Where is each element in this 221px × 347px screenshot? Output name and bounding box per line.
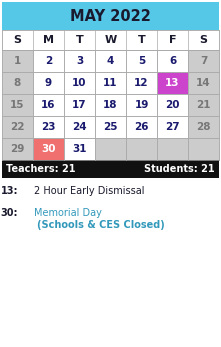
Text: 24: 24: [72, 122, 87, 132]
Bar: [64, 116, 95, 138]
Bar: [2, 116, 33, 138]
Text: W: W: [104, 35, 117, 45]
Bar: [188, 138, 219, 160]
Bar: [95, 94, 126, 116]
Text: F: F: [169, 35, 176, 45]
Bar: [95, 50, 126, 72]
Text: Teachers: 21: Teachers: 21: [6, 164, 76, 174]
Bar: [33, 50, 64, 72]
Text: 22: 22: [10, 122, 25, 132]
Text: 15: 15: [10, 100, 25, 110]
Bar: [64, 138, 95, 160]
Text: 28: 28: [196, 122, 211, 132]
Text: 2 Hour Early Dismissal: 2 Hour Early Dismissal: [34, 186, 145, 196]
Text: Memorial Day: Memorial Day: [34, 208, 102, 218]
Text: 23: 23: [41, 122, 56, 132]
Text: 7: 7: [200, 56, 207, 66]
Text: 29: 29: [10, 144, 25, 154]
Bar: [188, 72, 219, 94]
Bar: [33, 116, 64, 138]
Text: 27: 27: [165, 122, 180, 132]
Text: 12: 12: [134, 78, 149, 88]
Text: 13:: 13:: [0, 186, 18, 196]
Bar: [188, 50, 219, 72]
Bar: [64, 50, 95, 72]
Text: 16: 16: [41, 100, 56, 110]
Text: 4: 4: [107, 56, 114, 66]
Text: 6: 6: [169, 56, 176, 66]
Bar: [188, 94, 219, 116]
Bar: [126, 138, 157, 160]
Text: 17: 17: [72, 100, 87, 110]
Text: 8: 8: [14, 78, 21, 88]
Bar: [95, 116, 126, 138]
Text: 2: 2: [45, 56, 52, 66]
Text: 30: 30: [41, 144, 56, 154]
Text: 20: 20: [165, 100, 180, 110]
Bar: [33, 94, 64, 116]
Text: S: S: [13, 35, 21, 45]
Bar: [188, 116, 219, 138]
Bar: [126, 116, 157, 138]
Bar: [157, 72, 188, 94]
Bar: [2, 2, 219, 30]
Text: 21: 21: [196, 100, 211, 110]
Bar: [126, 72, 157, 94]
Text: 13: 13: [165, 78, 180, 88]
Bar: [95, 138, 126, 160]
Bar: [2, 72, 33, 94]
Text: T: T: [76, 35, 83, 45]
Text: 30:: 30:: [0, 208, 18, 218]
Bar: [2, 160, 219, 178]
Bar: [64, 94, 95, 116]
Bar: [33, 72, 64, 94]
Bar: [126, 50, 157, 72]
Text: 18: 18: [103, 100, 118, 110]
Text: 9: 9: [45, 78, 52, 88]
Text: 3: 3: [76, 56, 83, 66]
Text: T: T: [138, 35, 145, 45]
Text: 10: 10: [72, 78, 87, 88]
Bar: [2, 50, 33, 72]
Bar: [95, 72, 126, 94]
Bar: [157, 94, 188, 116]
Bar: [2, 94, 33, 116]
Text: 11: 11: [103, 78, 118, 88]
Bar: [2, 30, 219, 50]
Bar: [64, 72, 95, 94]
Text: MAY 2022: MAY 2022: [70, 8, 151, 24]
Text: S: S: [200, 35, 208, 45]
Text: M: M: [43, 35, 54, 45]
Bar: [157, 116, 188, 138]
Bar: [2, 138, 33, 160]
Bar: [33, 138, 64, 160]
Text: 19: 19: [134, 100, 149, 110]
Text: 25: 25: [103, 122, 118, 132]
Text: 14: 14: [196, 78, 211, 88]
Text: 31: 31: [72, 144, 87, 154]
Bar: [157, 138, 188, 160]
Text: Students: 21: Students: 21: [144, 164, 215, 174]
Text: 1: 1: [14, 56, 21, 66]
Text: 5: 5: [138, 56, 145, 66]
Bar: [126, 94, 157, 116]
Text: 26: 26: [134, 122, 149, 132]
Bar: [157, 50, 188, 72]
Text: (Schools & CES Closed): (Schools & CES Closed): [37, 220, 165, 230]
